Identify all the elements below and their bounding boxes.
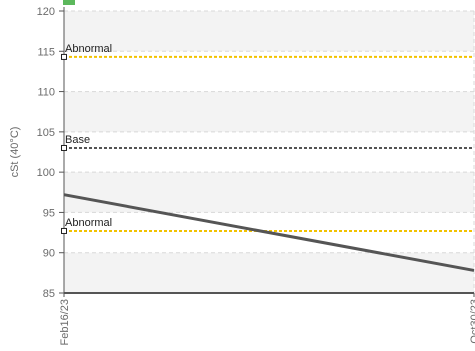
reference-marker — [61, 227, 67, 234]
y-tick-label: 90 — [43, 248, 55, 260]
grid-band — [64, 11, 474, 52]
reference-label: Abnormal — [65, 43, 112, 55]
y-tick-label: 115 — [37, 46, 55, 58]
grid-band — [64, 172, 474, 213]
legend-swatch — [63, 0, 75, 5]
x-tick-label: Feb16/23 — [59, 299, 71, 345]
acceptable-range-bands — [64, 11, 474, 293]
y-tick-label: 120 — [37, 6, 55, 18]
reference-marker — [61, 53, 67, 60]
reference-lines: Abnormal Base Abnormal — [61, 43, 474, 234]
grid-band — [64, 252, 474, 293]
series-line — [63, 193, 475, 272]
y-tick-label: 85 — [43, 288, 55, 300]
x-tick-label: Oct30/23 — [469, 299, 475, 344]
y-tick-label: 110 — [37, 87, 55, 99]
y-tick-label: 100 — [37, 167, 55, 179]
y-tick-label: 95 — [43, 207, 55, 219]
y-axis-title: cSt (40°C) — [9, 127, 21, 178]
y-axis-ticks: 85 90 95 100 105 110 115 120 — [37, 6, 64, 300]
reference-label: Base — [65, 134, 90, 146]
y-tick-label: 105 — [37, 127, 55, 139]
chart-grid — [63, 10, 475, 293]
grid-band — [64, 91, 474, 132]
reference-label: Abnormal — [65, 217, 112, 229]
x-axis-ticks: Feb16/23 Oct30/23 — [59, 293, 475, 345]
reference-marker — [61, 144, 67, 151]
data-series — [63, 193, 475, 272]
